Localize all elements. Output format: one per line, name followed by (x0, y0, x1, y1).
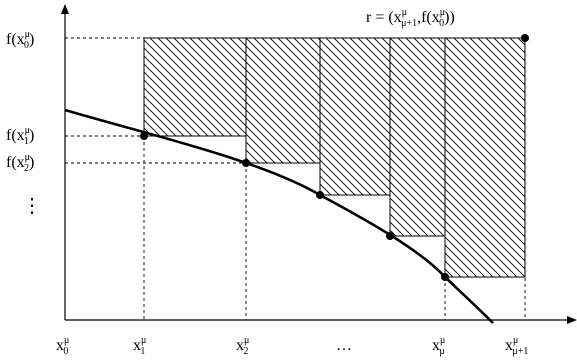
point-x1 (140, 132, 148, 140)
x-ellipsis: … (336, 337, 352, 354)
point-x3 (316, 191, 324, 199)
reference-point (521, 34, 529, 42)
x-label-2: xμ 2 (236, 335, 249, 357)
pareto-front-curve (64, 108, 494, 324)
x-label-mu1: xμ μ+1 (505, 335, 528, 357)
x-axis-arrow (567, 316, 577, 324)
guide-lines (65, 37, 526, 320)
y-ellipsis: ⋮ (22, 195, 42, 217)
hatched-region (143, 37, 526, 278)
reference-point-label: r = (xμ μ+1,f(xμ 0)) (366, 7, 455, 29)
y-label-f2: f(xμ 2) (6, 152, 34, 174)
y-label-f1: f(xμ 1) (6, 125, 34, 147)
point-x2 (242, 159, 250, 167)
front-points (140, 34, 529, 281)
y-axis-arrow (61, 4, 69, 14)
point-x4 (386, 232, 394, 240)
x-label-mu: xμ μ (432, 335, 445, 357)
x-label-1: xμ 1 (133, 335, 146, 357)
point-xmu (441, 273, 449, 281)
y-label-f0: f(xμ 0) (6, 29, 34, 51)
x-label-0: xμ 0 (56, 335, 69, 357)
axes (61, 4, 577, 324)
